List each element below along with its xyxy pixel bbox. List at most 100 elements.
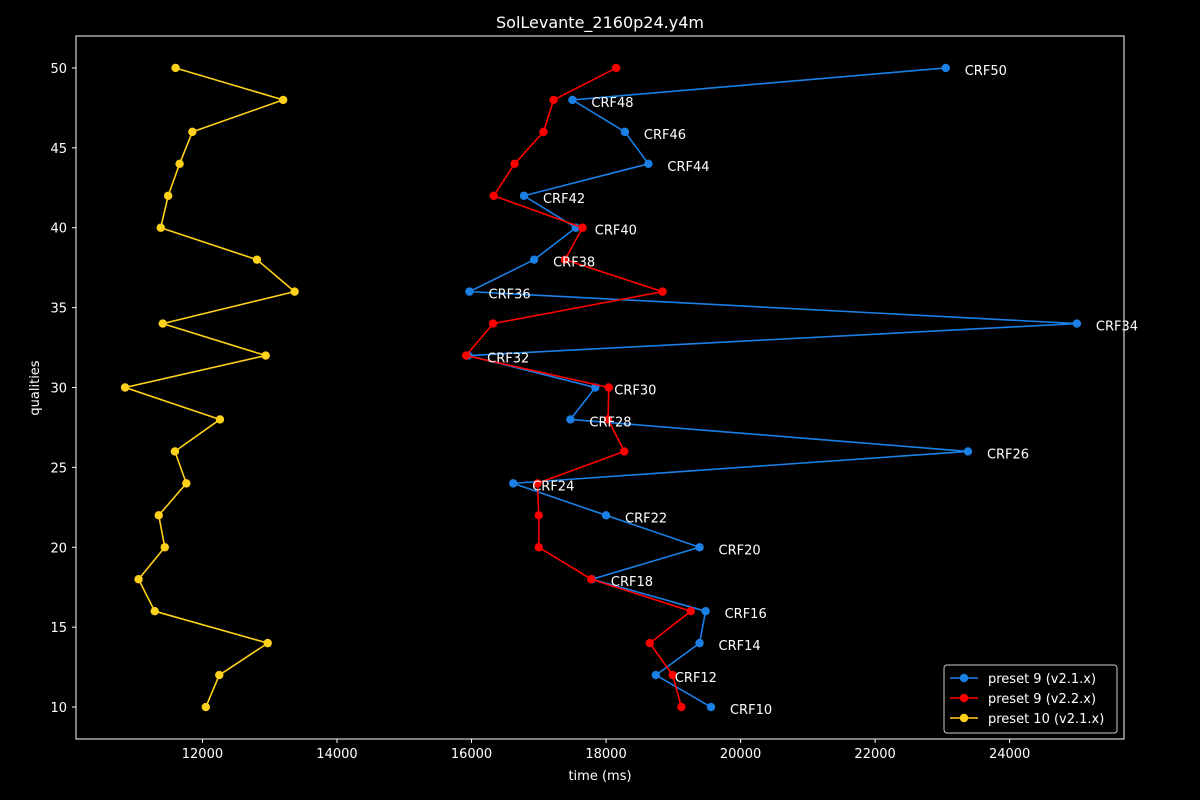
crf-annotation: CRF12 xyxy=(675,671,717,686)
crf-annotation: CRF48 xyxy=(591,96,633,111)
series-2-point xyxy=(668,670,677,680)
x-tick-label: 12000 xyxy=(182,747,223,762)
y-tick-label: 35 xyxy=(50,302,67,317)
series-2-point xyxy=(534,543,543,552)
series-3-point xyxy=(120,383,130,392)
x-tick-label: 18000 xyxy=(585,747,626,762)
crf-annotation: CRF32 xyxy=(487,352,529,367)
crf-annotation: CRF38 xyxy=(553,256,595,271)
series-1-point xyxy=(701,606,710,616)
legend-marker xyxy=(959,713,969,723)
crf-annotation: CRF30 xyxy=(614,384,656,399)
series-3-point xyxy=(182,479,191,488)
series-2-point xyxy=(534,511,543,520)
series-1-point xyxy=(519,191,529,200)
legend-entry: preset 9 (v2.2.x) xyxy=(988,692,1096,707)
series-1-point xyxy=(941,63,950,73)
x-tick-label: 20000 xyxy=(720,747,761,762)
series-3-point xyxy=(261,351,270,360)
series-2-point xyxy=(645,638,654,648)
series-2-point xyxy=(604,383,613,392)
x-tick-label: 22000 xyxy=(854,747,895,762)
series-2-point xyxy=(677,702,686,712)
series-1-point xyxy=(601,511,611,520)
crf-annotation: CRF34 xyxy=(1096,320,1138,335)
series-1-point xyxy=(706,702,716,712)
series-2-point xyxy=(461,351,471,360)
series-3-point xyxy=(154,511,163,520)
series-2-point xyxy=(603,415,613,424)
crf-annotation: CRF16 xyxy=(725,607,767,622)
series-1-point xyxy=(651,670,661,680)
series-3-point xyxy=(215,415,225,424)
crf-annotation: CRF50 xyxy=(965,64,1007,79)
legend: preset 9 (v2.1.x) preset 9 (v2.2.x) preset… xyxy=(943,664,1118,734)
series-1-point xyxy=(644,159,653,169)
series-2-point xyxy=(549,95,558,105)
x-tick-label: 14000 xyxy=(316,747,357,762)
series-2-point xyxy=(488,319,498,328)
series-1-point xyxy=(566,415,575,424)
y-tick-label: 50 xyxy=(50,62,67,77)
series-2-point xyxy=(686,606,696,616)
series-3-point xyxy=(175,159,184,169)
series-3-point xyxy=(150,606,159,616)
series-1-point xyxy=(465,287,474,296)
series-3-point xyxy=(170,447,180,456)
y-tick-label: 40 xyxy=(50,222,67,237)
crf-annotation: CRF22 xyxy=(625,511,667,526)
series-1-point xyxy=(1072,319,1082,328)
series-1-point xyxy=(529,255,539,264)
legend-entry: preset 9 (v2.1.x) xyxy=(988,672,1096,687)
series-2-point xyxy=(658,287,667,296)
series-3-point xyxy=(158,319,167,328)
series-2-point xyxy=(611,63,621,73)
series-1-point xyxy=(568,95,577,105)
y-tick-label: 25 xyxy=(50,461,67,476)
y-axis-label: qualities xyxy=(28,360,43,415)
series-2-point xyxy=(489,191,498,200)
series-3-point xyxy=(290,287,299,296)
series-3-point xyxy=(163,191,173,200)
series-3-point xyxy=(171,63,180,73)
crf-annotation: CRF28 xyxy=(589,415,631,430)
series-2-point xyxy=(539,127,548,137)
series-3-point xyxy=(188,127,197,137)
series-3-point xyxy=(201,702,211,712)
crf-annotation: CRF18 xyxy=(611,575,653,590)
series-1-point xyxy=(695,638,704,648)
series-3-point xyxy=(278,95,288,105)
series-1-point xyxy=(509,479,518,488)
series-2-point xyxy=(510,159,519,169)
series-3-point xyxy=(263,638,272,648)
y-tick-label: 10 xyxy=(50,701,67,716)
crf-annotation: CRF42 xyxy=(543,192,585,207)
x-tick-label: 24000 xyxy=(989,747,1030,762)
legend-marker xyxy=(959,693,969,703)
series-2-point xyxy=(533,479,542,488)
crf-annotation: CRF14 xyxy=(719,639,761,654)
x-tick-label: 16000 xyxy=(451,747,492,762)
crf-annotation: CRF10 xyxy=(730,703,772,718)
series-2-point xyxy=(587,575,596,584)
crf-annotation: CRF24 xyxy=(532,479,574,494)
plot-area: 12000 14000 16000 18000 20000 22000 24000 10 15 2… xyxy=(50,35,1138,762)
series-3-point xyxy=(252,255,262,264)
series-2-point xyxy=(578,223,587,232)
y-tick-label: 45 xyxy=(50,142,67,157)
chart-title: SolLevante_2160p24.y4m xyxy=(496,13,704,33)
series-3-point xyxy=(160,543,169,552)
series-1-point xyxy=(963,447,973,456)
series-1-point xyxy=(695,543,704,552)
crf-annotation: CRF44 xyxy=(667,160,709,175)
series-2-point xyxy=(620,447,629,456)
legend-box xyxy=(943,664,1118,734)
legend-entry: preset 10 (v2.1.x) xyxy=(988,712,1104,727)
series-3-point xyxy=(134,575,143,584)
crf-annotation: CRF26 xyxy=(987,447,1029,462)
series-3-point xyxy=(215,670,224,680)
crf-annotation: CRF36 xyxy=(489,288,531,303)
series-2-point xyxy=(560,255,570,264)
crf-annotation: CRF20 xyxy=(719,543,761,558)
